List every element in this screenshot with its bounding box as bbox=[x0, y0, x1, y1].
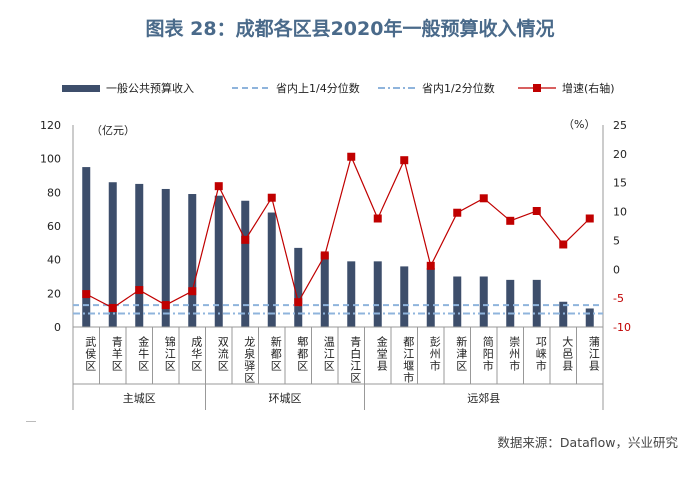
right-tick-label: 5 bbox=[613, 234, 620, 247]
growth-point bbox=[426, 261, 435, 270]
growth-point bbox=[135, 286, 144, 295]
category-label: 成华区 bbox=[190, 336, 203, 372]
category-label: 新都区 bbox=[269, 335, 282, 372]
revenue-bar bbox=[532, 279, 541, 327]
category-label: 温江区 bbox=[322, 336, 335, 372]
category-label: 都江堰市 bbox=[402, 336, 415, 384]
growth-point bbox=[559, 240, 568, 249]
right-tick-label: 15 bbox=[613, 177, 627, 190]
growth-point bbox=[241, 235, 250, 244]
left-tick-label: 20 bbox=[47, 287, 61, 300]
right-tick-label: 10 bbox=[613, 206, 627, 219]
revenue-bar bbox=[453, 276, 462, 327]
growth-point bbox=[82, 290, 91, 299]
growth-point bbox=[267, 193, 276, 202]
revenue-bar bbox=[82, 167, 91, 327]
category-label: 邛崃市 bbox=[534, 336, 547, 372]
category-label: 龙泉驿区 bbox=[243, 336, 256, 384]
category-label: 双流区 bbox=[216, 336, 229, 372]
category-label: 武侯区 bbox=[84, 336, 97, 372]
revenue-bar bbox=[161, 188, 170, 327]
legend-growth-marker bbox=[533, 84, 541, 92]
revenue-bar bbox=[426, 268, 435, 327]
revenue-bar bbox=[241, 200, 250, 327]
group-label: 远郊县 bbox=[467, 392, 500, 405]
category-label: 郫都区 bbox=[296, 335, 309, 372]
growth-point bbox=[373, 214, 382, 223]
legend-median-label: 省内1/2分位数 bbox=[422, 81, 495, 95]
growth-point bbox=[400, 156, 409, 165]
right-axis-unit: （%） bbox=[563, 118, 595, 131]
category-label: 简阳市 bbox=[481, 335, 494, 372]
category-label: 彭州市 bbox=[428, 335, 441, 372]
category-label: 锦江区 bbox=[163, 335, 176, 372]
right-tick-label: 25 bbox=[613, 119, 627, 132]
category-label: 崇州市 bbox=[508, 336, 521, 372]
growth-point bbox=[108, 303, 117, 312]
chart-title: 图表 28：成都各区县2020年一般预算收入情况 bbox=[145, 18, 555, 40]
growth-point bbox=[188, 287, 197, 296]
growth-point bbox=[479, 194, 488, 203]
revenue-bar bbox=[347, 261, 356, 327]
category-label: 新津区 bbox=[455, 335, 468, 372]
growth-point bbox=[532, 206, 541, 215]
revenue-bar bbox=[188, 194, 197, 327]
growth-point bbox=[320, 251, 329, 260]
left-axis-unit: （亿元） bbox=[91, 124, 135, 137]
revenue-bar bbox=[400, 266, 409, 327]
revenue-bar bbox=[135, 183, 144, 327]
left-tick-label: 0 bbox=[54, 321, 61, 334]
left-tick-label: 80 bbox=[47, 186, 61, 199]
category-label: 蒲江县 bbox=[587, 335, 600, 372]
growth-point bbox=[161, 301, 170, 310]
growth-point bbox=[214, 182, 223, 191]
revenue-bar bbox=[214, 195, 223, 327]
source-note: 数据来源：Dataflow，兴业研究 bbox=[497, 435, 678, 450]
category-label: 金堂县 bbox=[375, 335, 388, 372]
category-label: 大邑县 bbox=[561, 335, 574, 372]
category-label: 金牛区 bbox=[137, 335, 150, 372]
right-tick-label: 20 bbox=[613, 148, 627, 161]
revenue-bar bbox=[320, 252, 329, 327]
category-label: 青羊区 bbox=[110, 336, 123, 372]
revenue-bar bbox=[585, 308, 594, 327]
legend-q1-label: 省内上1/4分位数 bbox=[276, 81, 360, 95]
right-tick-label: -10 bbox=[613, 321, 631, 334]
growth-point bbox=[506, 216, 515, 225]
revenue-bar bbox=[267, 212, 276, 327]
group-label: 主城区 bbox=[123, 392, 156, 405]
growth-point bbox=[294, 298, 303, 307]
right-tick-label: -5 bbox=[613, 292, 624, 305]
left-tick-label: 100 bbox=[40, 153, 61, 166]
legend-bar-label: 一般公共预算收入 bbox=[106, 81, 194, 95]
category-label: 青白江区 bbox=[349, 336, 362, 384]
left-tick-label: 120 bbox=[40, 119, 61, 132]
right-tick-label: 0 bbox=[613, 263, 620, 276]
left-tick-label: 40 bbox=[47, 254, 61, 267]
legend-bar-swatch bbox=[62, 85, 100, 92]
group-label: 环城区 bbox=[269, 392, 302, 405]
growth-point bbox=[453, 208, 462, 217]
revenue-bar bbox=[506, 279, 515, 327]
revenue-bar bbox=[479, 276, 488, 327]
growth-point bbox=[347, 152, 356, 161]
legend-growth-label: 增速(右轴) bbox=[562, 81, 615, 95]
growth-line bbox=[85, 154, 591, 309]
revenue-bar bbox=[373, 261, 382, 327]
revenue-bar bbox=[294, 247, 303, 327]
divider bbox=[26, 421, 36, 422]
left-tick-label: 60 bbox=[47, 220, 61, 233]
growth-point bbox=[585, 214, 594, 223]
revenue-bar bbox=[108, 182, 117, 327]
